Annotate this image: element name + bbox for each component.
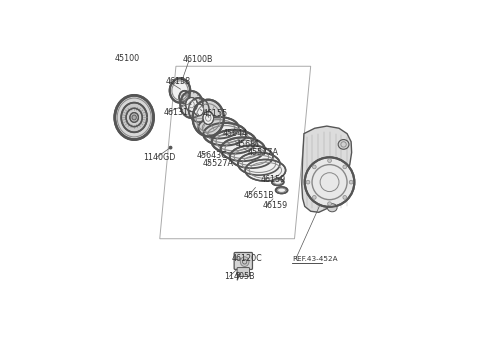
Ellipse shape — [240, 257, 249, 266]
Ellipse shape — [343, 196, 347, 199]
Ellipse shape — [312, 196, 316, 199]
Text: 45100: 45100 — [115, 54, 140, 63]
Ellipse shape — [305, 158, 354, 207]
Ellipse shape — [230, 146, 273, 168]
Text: REF.43-452A: REF.43-452A — [292, 257, 337, 262]
Ellipse shape — [349, 180, 353, 184]
Text: 45577A: 45577A — [247, 148, 278, 157]
Ellipse shape — [194, 104, 204, 116]
Ellipse shape — [312, 165, 316, 169]
Text: 45644: 45644 — [223, 129, 248, 138]
Ellipse shape — [245, 160, 286, 181]
Ellipse shape — [115, 95, 154, 140]
Ellipse shape — [170, 78, 190, 103]
Text: 46120C: 46120C — [231, 254, 262, 264]
Ellipse shape — [189, 98, 209, 122]
Text: 46159: 46159 — [262, 201, 288, 210]
Text: 46100B: 46100B — [183, 55, 213, 64]
Text: 45643C: 45643C — [196, 151, 227, 160]
Ellipse shape — [186, 98, 197, 112]
Ellipse shape — [169, 146, 172, 149]
Text: 45651B: 45651B — [243, 191, 274, 200]
Ellipse shape — [237, 272, 240, 275]
Ellipse shape — [238, 153, 280, 175]
Ellipse shape — [132, 115, 136, 120]
Text: 11405B: 11405B — [225, 272, 255, 281]
Ellipse shape — [338, 140, 349, 149]
Text: 1140GD: 1140GD — [144, 153, 176, 162]
Ellipse shape — [272, 179, 284, 186]
Ellipse shape — [212, 130, 256, 154]
Ellipse shape — [198, 117, 239, 139]
Text: 46159: 46159 — [261, 175, 286, 184]
Ellipse shape — [130, 113, 138, 122]
Text: 45527A: 45527A — [203, 159, 234, 168]
Ellipse shape — [179, 91, 190, 104]
Ellipse shape — [126, 108, 142, 127]
Ellipse shape — [192, 100, 224, 136]
FancyBboxPatch shape — [234, 252, 252, 270]
Text: 46155: 46155 — [203, 109, 228, 118]
Ellipse shape — [343, 165, 347, 169]
Ellipse shape — [204, 123, 247, 146]
Ellipse shape — [306, 180, 310, 184]
Text: 46131: 46131 — [164, 107, 189, 117]
Ellipse shape — [328, 159, 331, 162]
Polygon shape — [302, 126, 352, 212]
FancyBboxPatch shape — [237, 267, 250, 276]
Ellipse shape — [276, 187, 288, 194]
Ellipse shape — [328, 202, 331, 205]
Ellipse shape — [203, 112, 214, 125]
Ellipse shape — [121, 103, 147, 132]
Text: 45681: 45681 — [236, 140, 261, 149]
Text: 46158: 46158 — [165, 77, 190, 86]
Ellipse shape — [221, 138, 265, 161]
Ellipse shape — [327, 204, 337, 212]
Ellipse shape — [180, 91, 203, 118]
